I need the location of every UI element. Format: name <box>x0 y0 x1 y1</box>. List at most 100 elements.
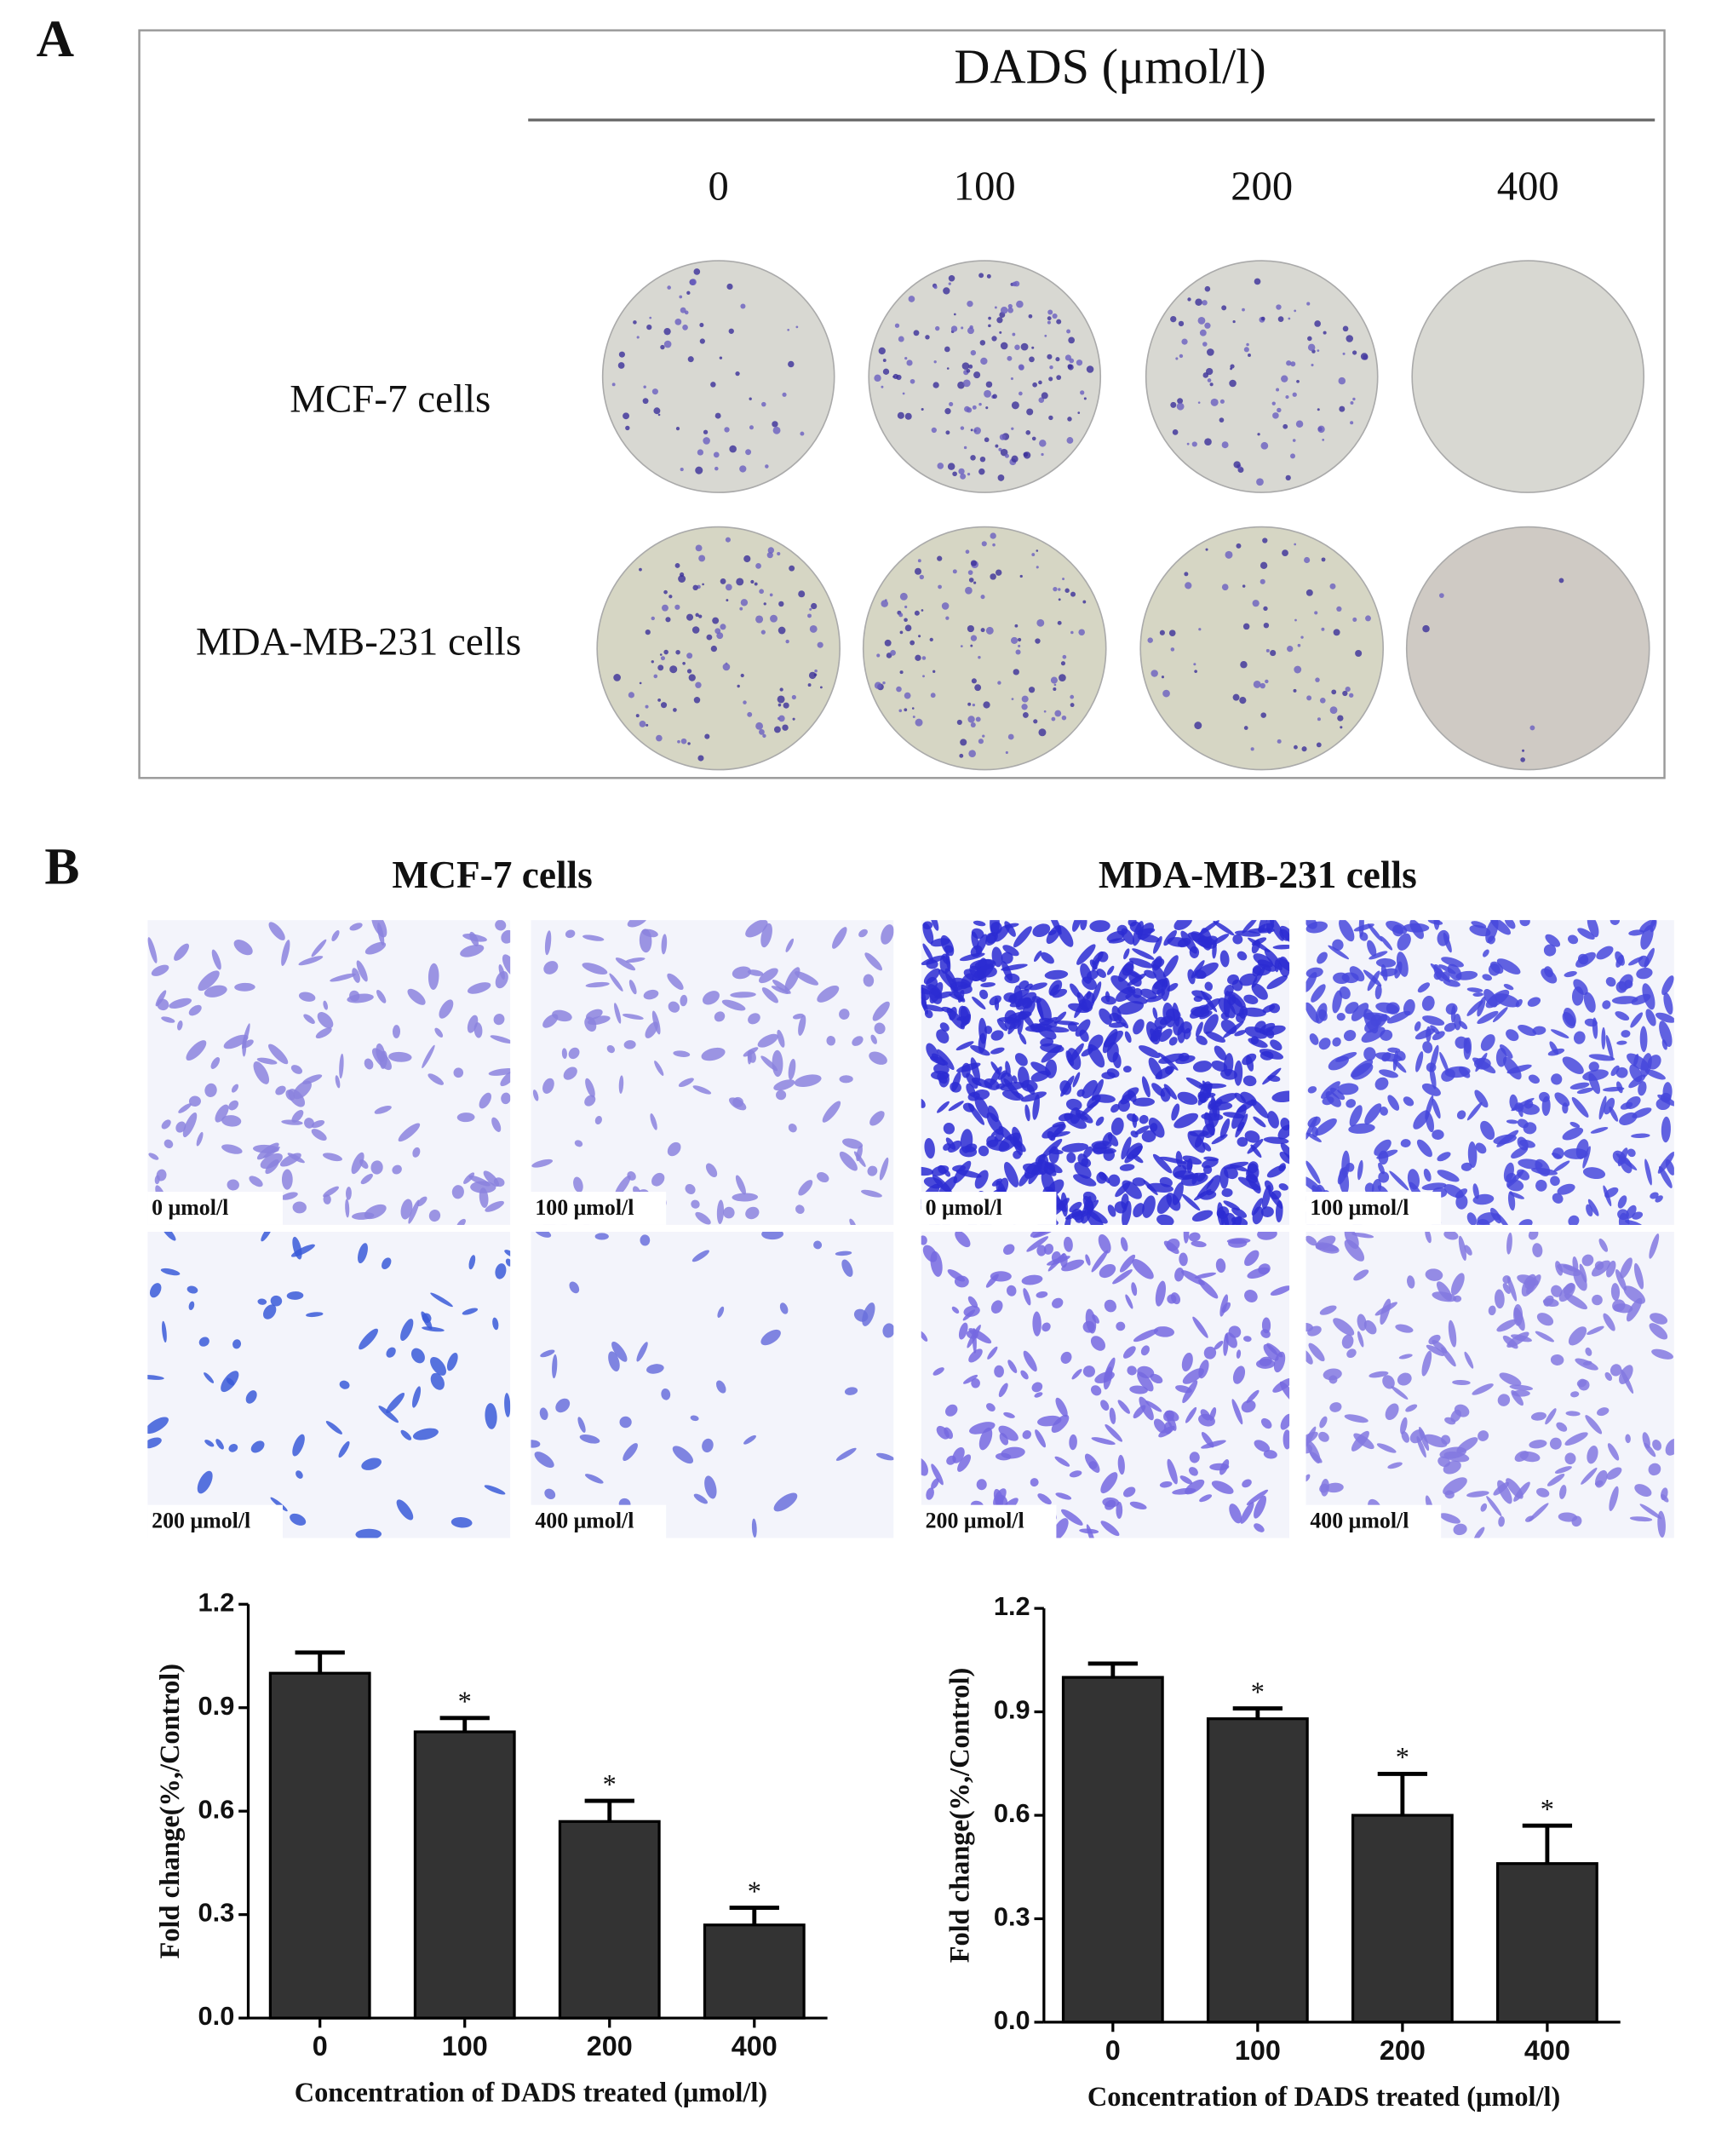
cell <box>1069 1201 1082 1213</box>
cell <box>788 1058 796 1080</box>
colony <box>1067 417 1072 422</box>
cell <box>1108 1174 1121 1187</box>
colony <box>968 364 973 369</box>
cell <box>646 1364 664 1374</box>
colony <box>1047 316 1052 321</box>
colony <box>739 465 747 473</box>
cell <box>1064 1214 1071 1225</box>
cell <box>147 1437 162 1449</box>
cell <box>958 1322 968 1340</box>
cell <box>1209 1463 1230 1471</box>
cell <box>188 1004 202 1016</box>
colony <box>1036 549 1039 552</box>
colony <box>1317 349 1320 353</box>
colony <box>1023 451 1031 459</box>
colony <box>697 449 704 456</box>
colony <box>1068 336 1075 344</box>
colony <box>651 388 658 395</box>
colony <box>1011 427 1014 430</box>
colony <box>1000 306 1008 314</box>
cell <box>1196 1035 1208 1045</box>
colony <box>635 714 640 718</box>
cell <box>303 1014 315 1024</box>
cell <box>813 1240 823 1250</box>
cell <box>1591 1260 1610 1277</box>
cell <box>1189 946 1200 958</box>
cell <box>998 1132 1021 1153</box>
cell <box>392 1025 401 1038</box>
colony <box>967 300 973 308</box>
cell <box>147 1417 169 1434</box>
cell <box>942 956 950 965</box>
colony <box>1019 391 1023 396</box>
cell <box>1012 1075 1018 1084</box>
cell <box>1443 1451 1470 1463</box>
cell <box>1023 1288 1031 1306</box>
cell <box>392 1164 402 1175</box>
colony <box>1230 367 1233 371</box>
micrograph <box>147 1232 511 1538</box>
colony <box>881 385 884 388</box>
cell <box>1344 1414 1369 1423</box>
cell <box>268 922 285 940</box>
cell <box>1117 1001 1145 1015</box>
cell <box>1475 1052 1488 1072</box>
cell <box>867 1165 878 1176</box>
cell <box>822 1101 841 1123</box>
cell <box>1140 988 1157 1000</box>
cell <box>1375 1014 1388 1028</box>
cell <box>1426 1344 1445 1356</box>
colony <box>1342 690 1348 697</box>
colony <box>817 641 823 648</box>
colony <box>1329 706 1338 714</box>
cell <box>835 1447 857 1461</box>
cell <box>932 1175 952 1194</box>
cell <box>186 1040 207 1061</box>
cell <box>1375 957 1397 968</box>
cell <box>286 1291 304 1300</box>
cell <box>1278 1163 1286 1172</box>
cell <box>1557 1183 1575 1195</box>
colony <box>703 437 710 445</box>
cell <box>1421 1083 1441 1096</box>
cell <box>1223 1161 1249 1170</box>
cell <box>1158 1053 1184 1064</box>
cell <box>1263 1450 1277 1459</box>
cell <box>1453 1523 1467 1536</box>
cell <box>842 1138 864 1149</box>
cell <box>1098 1233 1111 1254</box>
colony <box>988 324 991 328</box>
cell <box>1100 1521 1120 1537</box>
colony <box>1239 697 1247 704</box>
cell <box>1243 994 1259 1004</box>
colony <box>777 695 785 704</box>
colony <box>1242 623 1250 630</box>
colony <box>965 586 973 595</box>
cell <box>175 1121 186 1133</box>
colony <box>636 336 640 339</box>
cell <box>931 1478 939 1489</box>
cell <box>1550 1176 1560 1187</box>
colony <box>759 589 764 595</box>
colony <box>743 700 747 704</box>
colony <box>1355 649 1363 658</box>
cell <box>400 1429 412 1440</box>
colony <box>1287 646 1294 653</box>
cell <box>986 1403 996 1411</box>
cell <box>1564 1452 1576 1465</box>
colony <box>997 474 1005 481</box>
cell <box>760 1329 781 1346</box>
colony <box>963 446 967 450</box>
cell <box>949 1007 957 1021</box>
cell <box>253 1061 270 1084</box>
cell <box>874 1022 886 1035</box>
colony <box>1329 583 1336 589</box>
cell <box>1254 1523 1265 1532</box>
cell <box>1441 1068 1455 1082</box>
colony <box>710 382 716 388</box>
cell <box>1095 1116 1105 1126</box>
colony <box>1292 439 1296 442</box>
cell <box>1201 1112 1224 1121</box>
colony <box>1010 377 1013 381</box>
cell <box>1006 1285 1017 1296</box>
